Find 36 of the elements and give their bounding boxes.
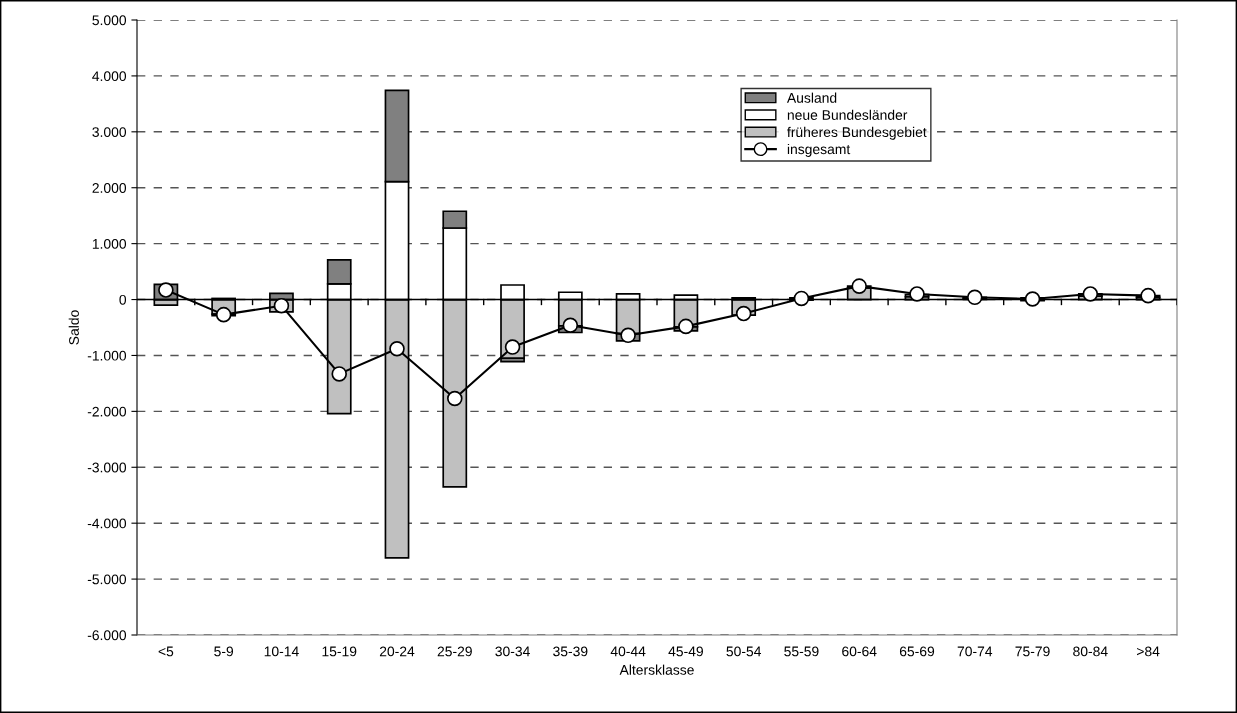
x-tick-label: 35-39 (553, 646, 588, 657)
legend-label: insgesamt (787, 143, 851, 157)
x-tick-label: 50-54 (726, 646, 762, 657)
x-tick-label: 30-34 (495, 646, 530, 657)
x-tick-label: 70-74 (957, 646, 993, 657)
x-tick-label: 75-79 (1015, 646, 1050, 657)
x-tick-label: 20-24 (379, 646, 415, 657)
legend-label: Ausland (786, 92, 837, 103)
x-tick-label: 15-19 (322, 646, 357, 657)
legend-label: früheres Bundesgebiet (787, 126, 927, 140)
y-tick-label: 0 (119, 294, 127, 305)
legend-label: neue Bundesländer (787, 109, 908, 120)
x-tick-label: 45-49 (668, 646, 703, 657)
y-tick-label: 3.000 (92, 127, 127, 137)
x-tick-label: 80-84 (1073, 646, 1108, 657)
x-tick-label: <5 (158, 646, 174, 657)
x-tick-label: 55-59 (784, 646, 819, 657)
y-tick-label: -6.000 (87, 630, 127, 641)
y-tick-label: -3.000 (87, 462, 127, 473)
y-tick-label: 2.000 (92, 183, 127, 193)
x-tick-label: 65-69 (899, 646, 935, 657)
y-tick-label: -1.000 (87, 350, 127, 361)
y-tick-label: -2.000 (87, 406, 127, 417)
x-tick-label: 10-14 (264, 646, 299, 657)
y-tick-label: 1.000 (92, 238, 127, 249)
x-tick-label: 40-44 (610, 646, 646, 657)
y-tick-label: 4.000 (92, 71, 127, 82)
x-axis-title: Altersklasse (619, 664, 694, 675)
y-axis-title: Saldo (68, 310, 79, 345)
y-tick-label: 5.000 (92, 15, 127, 26)
x-tick-label: 25-29 (437, 646, 472, 657)
y-tick-label: -5.000 (87, 574, 127, 585)
y-tick-label: -4.000 (87, 518, 127, 529)
x-tick-label: 60-64 (842, 646, 877, 657)
x-tick-label: >84 (1137, 646, 1160, 657)
x-tick-label: 5-9 (214, 646, 234, 657)
